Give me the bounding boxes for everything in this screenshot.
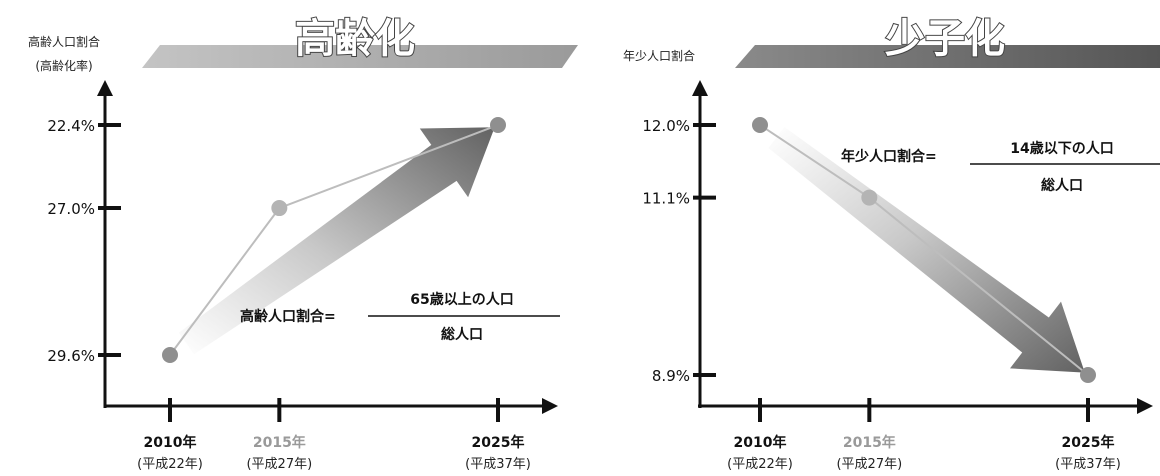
birthrate-data-point bbox=[752, 117, 768, 133]
birthrate-y-tick-label: 12.0% bbox=[642, 117, 690, 135]
aging-data-point bbox=[271, 200, 288, 217]
aging-y-axis-sublabel: (高齢化率) bbox=[35, 58, 92, 73]
aging-x-tick-sublabel: (平成22年) bbox=[137, 457, 203, 472]
aging-x-tick-label: 2015年 bbox=[253, 434, 306, 451]
birthrate-axes bbox=[692, 80, 1153, 414]
aging-y-axis-label: 高齢人口割合 bbox=[28, 34, 100, 49]
aging-chart-title: 高齢化 bbox=[295, 16, 415, 62]
birthrate-x-tick-label: 2010年 bbox=[734, 434, 787, 451]
birthrate-formula-denominator: 総人口 bbox=[1041, 177, 1083, 194]
birthrate-x-tick-label: 2015年 bbox=[843, 434, 896, 451]
birthrate-x-tick-sublabel: (平成22年) bbox=[727, 457, 793, 472]
aging-x-tick-label: 2010年 bbox=[144, 434, 197, 451]
aging-x-tick-sublabel: (平成27年) bbox=[246, 457, 312, 472]
aging-data-point bbox=[490, 117, 506, 133]
aging-formula: 高齢人口割合= 65歳以上の人口 総人口 bbox=[240, 291, 560, 343]
birthrate-data-point bbox=[1080, 367, 1096, 383]
aging-trend-arrow bbox=[178, 127, 495, 355]
birthrate-x-tick-sublabel: (平成37年) bbox=[1055, 457, 1121, 472]
birthrate-y-tick-label: 11.1% bbox=[642, 190, 690, 208]
aging-y-tick-label: 22.4% bbox=[47, 117, 95, 135]
birthrate-x-tick-sublabel: (平成27年) bbox=[836, 457, 902, 472]
aging-data-point bbox=[162, 347, 178, 363]
aging-title-banner bbox=[142, 45, 578, 68]
aging-y-tick-label: 29.6% bbox=[47, 347, 95, 365]
birthrate-chart: 少子化 年少人口割合 12.0% 11.1% 8.9% 2010年 (平成22年) 20… bbox=[623, 15, 1160, 472]
birthrate-formula-label: 年少人口割合= bbox=[841, 148, 937, 165]
aging-y-tick-label: 27.0% bbox=[47, 200, 95, 218]
birthrate-formula-numerator: 14歳以下の人口 bbox=[1010, 140, 1113, 157]
aging-chart: 高齢化 高齢人口割合 (高齢化率) 29.6% 27.0% 22.4% 2010年 (… bbox=[28, 15, 578, 472]
aging-formula-numerator: 65歳以上の人口 bbox=[410, 291, 513, 308]
birthrate-y-tick-label: 8.9% bbox=[652, 367, 690, 385]
aging-formula-denominator: 総人口 bbox=[441, 326, 483, 343]
birthrate-data-point bbox=[861, 189, 878, 206]
birthrate-trend-arrow bbox=[768, 127, 1085, 373]
birthrate-formula: 年少人口割合= 14歳以下の人口 総人口 bbox=[841, 140, 1160, 194]
birthrate-y-axis-label: 年少人口割合 bbox=[623, 48, 695, 63]
aging-x-tick-label: 2025年 bbox=[472, 434, 525, 451]
birthrate-chart-title: 少子化 bbox=[885, 16, 1005, 62]
aging-x-tick-sublabel: (平成37年) bbox=[465, 457, 531, 472]
birthrate-x-tick-label: 2025年 bbox=[1062, 434, 1115, 451]
birthrate-title-banner bbox=[735, 45, 1160, 68]
aging-formula-label: 高齢人口割合= bbox=[240, 308, 336, 325]
